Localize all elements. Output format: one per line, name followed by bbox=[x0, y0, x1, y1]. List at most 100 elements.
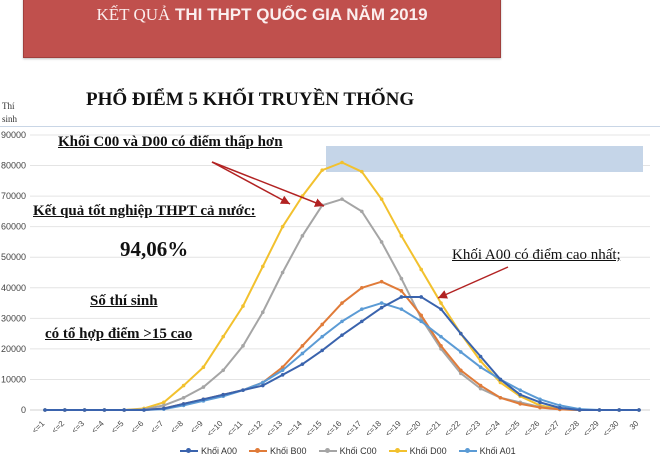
legend-item: Khối C00 bbox=[318, 446, 377, 456]
data-point bbox=[360, 319, 364, 324]
series-line bbox=[45, 295, 639, 411]
data-point bbox=[558, 406, 562, 410]
data-point bbox=[538, 397, 542, 402]
data-point bbox=[320, 334, 325, 339]
x-tick-label: <=28 bbox=[562, 419, 582, 439]
x-tick-label: <=24 bbox=[483, 419, 503, 439]
data-point bbox=[379, 197, 384, 201]
x-tick-label: <=19 bbox=[384, 419, 404, 439]
x-tick-label: <=2 bbox=[50, 419, 67, 436]
data-point bbox=[459, 368, 463, 373]
data-point bbox=[637, 408, 641, 412]
data-point bbox=[498, 395, 503, 400]
x-tick-label: <=9 bbox=[189, 419, 206, 436]
data-point bbox=[399, 289, 404, 293]
x-tick-label: <=10 bbox=[205, 419, 225, 439]
data-point bbox=[419, 313, 424, 318]
legend-label: Khối C00 bbox=[339, 446, 377, 456]
legend-label: Khối A01 bbox=[479, 446, 516, 456]
data-point bbox=[261, 310, 265, 315]
y-tick-label: 10000 bbox=[1, 374, 26, 384]
x-tick-label: <=20 bbox=[403, 419, 423, 439]
data-point bbox=[518, 402, 522, 406]
x-tick-label: <=23 bbox=[463, 419, 483, 439]
data-point bbox=[459, 331, 463, 336]
data-point bbox=[518, 392, 522, 397]
data-point bbox=[379, 279, 384, 284]
data-point bbox=[300, 344, 305, 348]
x-tick-label: <=6 bbox=[129, 419, 146, 436]
x-tick-label: <=7 bbox=[149, 419, 166, 436]
data-point bbox=[280, 373, 285, 377]
x-tick-label: <=27 bbox=[542, 419, 562, 439]
x-tick-label: <=25 bbox=[502, 419, 522, 439]
y-axis-label: Thí sinh bbox=[2, 101, 18, 124]
legend-swatch-icon bbox=[180, 448, 198, 453]
data-point bbox=[399, 234, 404, 238]
data-point bbox=[379, 301, 384, 305]
data-point bbox=[478, 365, 483, 370]
y-tick-label: 90000 bbox=[1, 130, 26, 140]
legend-swatch-icon bbox=[458, 448, 477, 453]
title-banner: KẾT QUẢ THI THPT QUỐC GIA NĂM 2019 bbox=[23, 0, 501, 58]
x-tick-label: <=13 bbox=[265, 419, 285, 439]
data-point bbox=[142, 408, 146, 412]
y-tick-label: 60000 bbox=[1, 222, 26, 232]
data-point bbox=[379, 305, 384, 310]
x-tick-label: <=3 bbox=[70, 419, 87, 436]
data-point bbox=[538, 405, 542, 410]
data-point bbox=[340, 319, 344, 324]
annotation-graduation-label: Kết quả tốt nghiệp THPT cả nước: bbox=[33, 203, 256, 219]
data-point bbox=[498, 377, 503, 382]
data-point bbox=[439, 301, 443, 305]
banner-title: KẾT QUẢ THI THPT QUỐC GIA NĂM 2019 bbox=[96, 5, 428, 24]
arrow-to-a00 bbox=[437, 266, 509, 299]
data-point bbox=[162, 403, 166, 408]
data-point bbox=[320, 322, 325, 327]
arrow-to-c00 bbox=[211, 161, 325, 207]
data-point bbox=[360, 209, 364, 214]
data-point bbox=[221, 368, 225, 373]
data-point bbox=[181, 402, 186, 406]
legend-swatch-icon bbox=[388, 448, 407, 453]
data-point bbox=[538, 400, 542, 405]
data-point bbox=[399, 276, 404, 281]
data-point bbox=[399, 307, 404, 311]
graduation-rate: 94,06% bbox=[120, 237, 189, 261]
data-point bbox=[162, 400, 166, 405]
x-tick-label: <=18 bbox=[364, 419, 384, 439]
data-point bbox=[280, 224, 285, 229]
x-tick-label: <=30 bbox=[601, 419, 621, 439]
x-tick-label: <=14 bbox=[285, 419, 305, 439]
data-point bbox=[439, 344, 443, 348]
chart-legend: Khối A00 Khối B00 Khối C00 Khối D00 Khối A01 bbox=[180, 446, 516, 456]
data-point bbox=[320, 168, 325, 172]
data-point bbox=[43, 408, 47, 412]
data-point bbox=[300, 351, 305, 356]
data-point bbox=[201, 397, 206, 402]
data-point bbox=[459, 371, 463, 376]
arrow-to-d00 bbox=[211, 161, 291, 205]
y-tick-label: 40000 bbox=[1, 283, 26, 293]
data-point bbox=[280, 270, 285, 275]
legend-item: Khối A00 bbox=[180, 446, 237, 456]
x-tick-label: <=16 bbox=[324, 419, 344, 439]
y-tick-label: 0 bbox=[21, 405, 26, 415]
data-point bbox=[241, 304, 245, 308]
annotation-a00-highest: Khối A00 có điểm cao nhất; bbox=[452, 247, 621, 263]
legend-item: Khối A01 bbox=[458, 446, 516, 456]
legend-item: Khối D00 bbox=[388, 446, 447, 456]
data-point bbox=[241, 388, 245, 392]
chart-subtitle: PHỔ ĐIỂM 5 KHỐI TRUYỀN THỐNG bbox=[86, 89, 415, 110]
annotation-candidates-line1: Số thí sinh bbox=[90, 293, 158, 309]
data-point bbox=[419, 267, 424, 272]
data-point bbox=[300, 362, 305, 366]
data-point bbox=[280, 368, 285, 373]
data-point bbox=[597, 408, 602, 412]
data-point bbox=[261, 380, 265, 385]
data-point bbox=[340, 301, 344, 305]
data-point bbox=[201, 365, 206, 370]
y-tick-label: 70000 bbox=[1, 191, 26, 201]
data-point bbox=[340, 197, 344, 201]
